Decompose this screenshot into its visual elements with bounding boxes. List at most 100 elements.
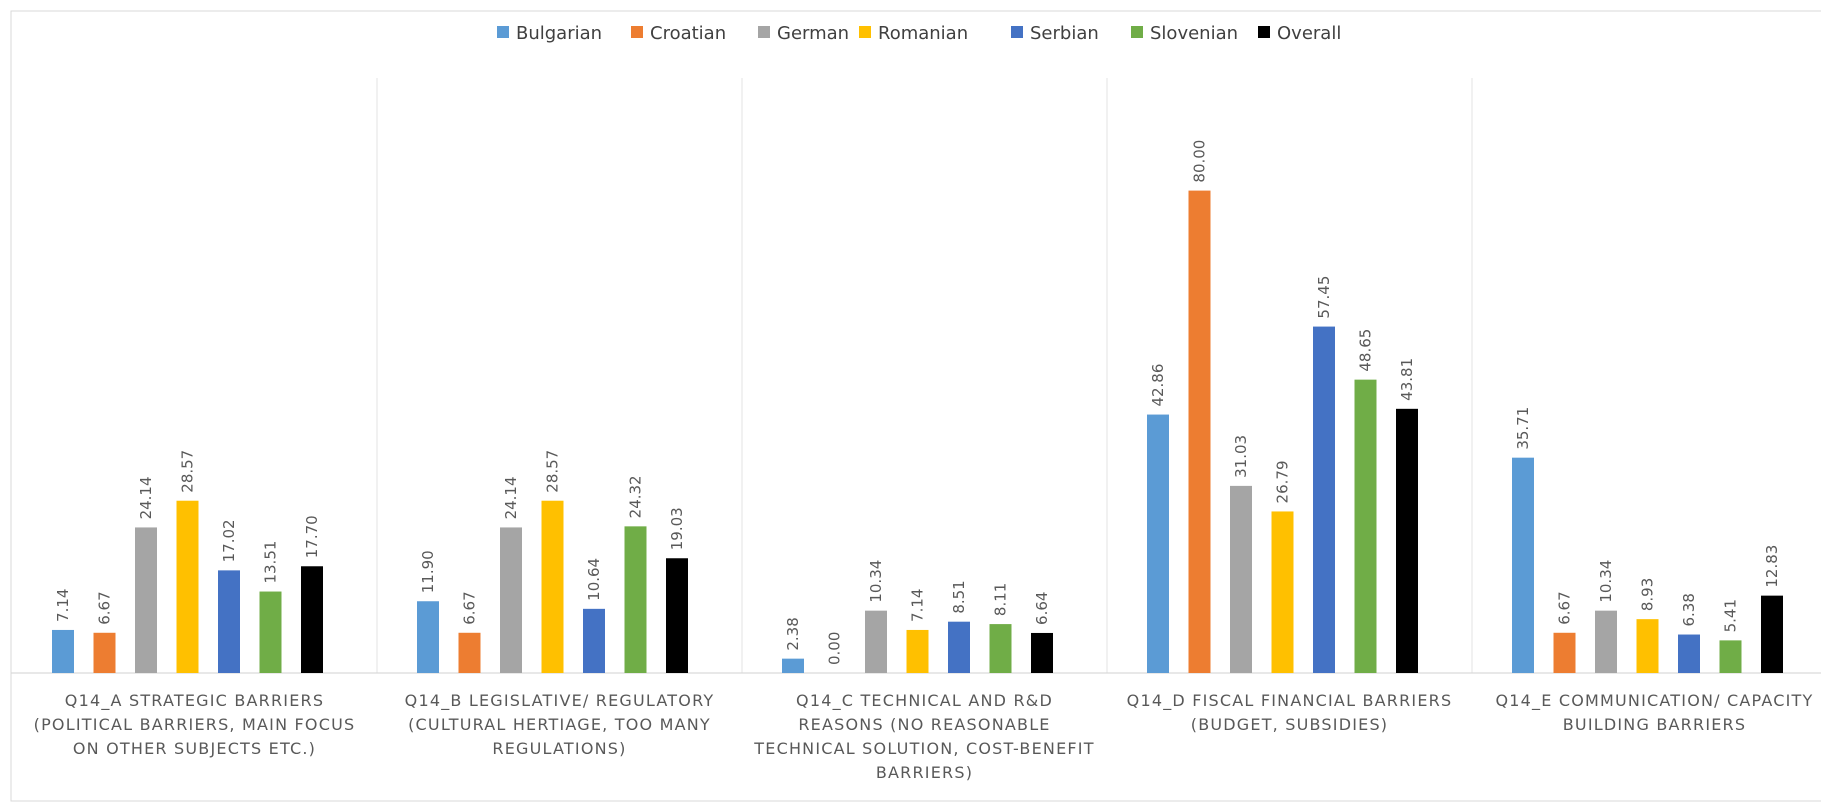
data-label: 6.38: [1680, 593, 1698, 626]
category-label-line: BUILDING BARRIERS: [1563, 715, 1746, 734]
data-label: 19.03: [668, 507, 686, 550]
data-label: 24.14: [502, 476, 520, 519]
category-label-line: TECHNICAL SOLUTION, COST-BENEFIT: [753, 739, 1094, 758]
bar-overall: [1031, 632, 1053, 673]
bar-romanian: [1271, 511, 1294, 673]
bar-bulgarian: [1512, 457, 1534, 673]
bar-croatian: [93, 632, 116, 673]
category-label-line: ON OTHER SUBJECTS ETC.): [73, 739, 316, 758]
category-label-line: REGULATIONS): [492, 739, 626, 758]
data-label: 17.70: [303, 515, 321, 558]
category-label-line: Q14_B LEGISLATIVE/ REGULATORY: [405, 691, 715, 711]
bar-serbian: [218, 570, 240, 673]
category-label-line: Q14_E COMMUNICATION/ CAPACITY: [1496, 691, 1814, 711]
data-label: 24.32: [627, 475, 645, 518]
bar-romanian: [1636, 619, 1659, 673]
data-labels: 7.14 6.67 24.14 28.57 17.02 13.51 17.70 11.90 6.…: [54, 140, 1781, 665]
bars: [52, 190, 1783, 673]
data-label: 28.57: [544, 450, 562, 493]
data-label: 80.00: [1191, 140, 1209, 183]
legend-item-slovenian: Slovenian: [1131, 23, 1238, 44]
category-label-line: (BUDGET, SUBSIDIES): [1191, 715, 1389, 734]
category-label: Q14_A STRATEGIC BARRIERS (POLITICAL BARRI…: [34, 691, 355, 758]
category-label: Q14_B LEGISLATIVE/ REGULATORY (CULTURAL H…: [405, 691, 715, 758]
legend-label: Croatian: [650, 23, 726, 44]
data-label: 7.14: [909, 589, 927, 622]
bar-slovenian: [1719, 640, 1742, 673]
legend-label: Bulgarian: [516, 23, 602, 44]
data-label: 26.79: [1274, 461, 1292, 504]
data-label: 6.67: [96, 591, 114, 624]
data-label: 12.83: [1763, 545, 1781, 588]
legend-swatch: [859, 26, 871, 38]
legend-label: German: [777, 23, 849, 44]
data-label: 6.67: [1556, 591, 1574, 624]
legend-swatch: [1258, 26, 1270, 38]
legend-item-serbian: Serbian: [1011, 23, 1099, 44]
bar-slovenian: [1354, 379, 1377, 673]
legend: Bulgarian Croatian German Romanian Serbian Sl…: [497, 23, 1341, 44]
legend-label: Serbian: [1030, 23, 1099, 44]
bar-overall: [1761, 595, 1783, 673]
legend-swatch: [1011, 26, 1023, 38]
chart-border: [10, 10, 1821, 802]
bar-romanian: [906, 629, 929, 673]
data-label: 2.38: [784, 617, 802, 650]
bar-overall: [666, 558, 688, 673]
legend-swatch: [631, 26, 643, 38]
bar-german: [1595, 610, 1617, 673]
bar-bulgarian: [782, 658, 804, 673]
bar-german: [865, 610, 887, 673]
data-label: 28.57: [179, 450, 197, 493]
category-label-line: Q14_D FISCAL FINANCIAL BARRIERS: [1127, 691, 1453, 711]
bar-romanian: [176, 500, 199, 673]
data-label: 6.67: [461, 591, 479, 624]
bar-slovenian: [624, 526, 647, 673]
data-label: 43.81: [1398, 358, 1416, 401]
data-label: 42.86: [1149, 364, 1167, 407]
legend-item-croatian: Croatian: [631, 23, 726, 44]
chart-frame: [10, 10, 1821, 802]
bar-overall: [301, 566, 323, 673]
bar-german: [1230, 485, 1252, 673]
bar-serbian: [1678, 634, 1700, 673]
data-label: 31.03: [1232, 435, 1250, 478]
legend-item-bulgarian: Bulgarian: [497, 23, 602, 44]
legend-swatch: [497, 26, 509, 38]
data-label: 10.64: [585, 558, 603, 601]
category-label-line: Q14_C TECHNICAL AND R&D: [796, 691, 1053, 711]
data-label: 7.14: [54, 589, 72, 622]
data-label: 10.34: [1597, 560, 1615, 603]
data-label: 6.64: [1033, 592, 1051, 625]
category-labels: Q14_A STRATEGIC BARRIERS (POLITICAL BARRI…: [34, 691, 1814, 782]
legend-item-overall: Overall: [1258, 23, 1341, 44]
bar-serbian: [583, 608, 605, 673]
category-label: Q14_D FISCAL FINANCIAL BARRIERS (BUDGET, …: [1127, 691, 1453, 734]
legend-swatch: [758, 26, 770, 38]
data-label: 0.00: [826, 632, 844, 665]
data-label: 57.45: [1315, 276, 1333, 319]
data-label: 13.51: [262, 541, 280, 584]
data-label: 8.93: [1639, 578, 1657, 611]
legend-label: Slovenian: [1150, 23, 1238, 44]
bar-german: [500, 527, 522, 673]
data-label: 8.11: [992, 583, 1010, 616]
bar-overall: [1396, 408, 1418, 673]
bar-slovenian: [989, 624, 1012, 673]
bar-romanian: [541, 500, 564, 673]
data-label: 24.14: [137, 476, 155, 519]
category-label-line: BARRIERS): [876, 763, 973, 782]
legend-swatch: [1131, 26, 1143, 38]
bar-croatian: [1553, 632, 1576, 673]
category-label: Q14_E COMMUNICATION/ CAPACITY BUILDING BA…: [1496, 691, 1814, 734]
legend-label: Overall: [1277, 23, 1341, 44]
category-label-line: REASONS (NO REASONABLE: [798, 715, 1050, 734]
data-label: 5.41: [1722, 599, 1740, 632]
bar-bulgarian: [52, 629, 74, 673]
category-label-line: Q14_A STRATEGIC BARRIERS: [65, 691, 324, 711]
category-label: Q14_C TECHNICAL AND R&D REASONS (NO REASO…: [753, 691, 1094, 782]
bar-german: [135, 527, 157, 673]
legend-label: Romanian: [878, 23, 968, 44]
